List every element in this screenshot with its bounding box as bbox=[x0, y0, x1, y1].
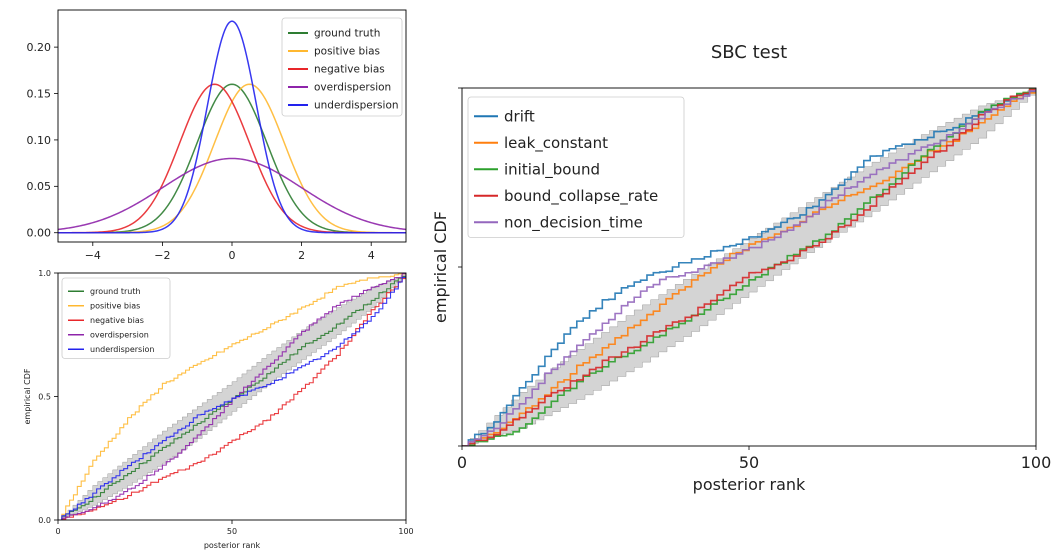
chart-3: 0 50 100 posterior rank empirical CDF SBC tes… bbox=[431, 42, 1051, 494]
series-line-drift bbox=[462, 88, 1036, 446]
legend-label: negative bias bbox=[314, 64, 385, 76]
legend-box bbox=[281, 17, 403, 117]
series-line-positive-bias bbox=[58, 273, 406, 520]
legend-label: drift bbox=[504, 108, 535, 126]
x-tick-label: 100 bbox=[398, 527, 413, 536]
series-line-underdispersion bbox=[58, 273, 406, 520]
x-tick-label: 0 bbox=[457, 453, 467, 472]
legend-label: underdispersion bbox=[90, 345, 154, 354]
x-tick-label: 4 bbox=[368, 249, 375, 262]
legend-label: non_decision_time bbox=[504, 214, 643, 233]
legend-label: overdispersion bbox=[90, 331, 149, 340]
y-tick-label: 0.00 bbox=[27, 227, 52, 240]
x-tick-label: −2 bbox=[154, 249, 170, 262]
x-tick-label: 2 bbox=[298, 249, 305, 262]
y-tick-label: 0.20 bbox=[27, 41, 52, 54]
legend-box bbox=[61, 277, 171, 359]
y-tick-label: 0.05 bbox=[27, 180, 52, 193]
legend-label: underdispersion bbox=[314, 100, 399, 112]
series-line-bound-collapse-rate bbox=[462, 88, 1036, 446]
chart-title: SBC test bbox=[711, 42, 787, 63]
y-axis-label: empirical CDF bbox=[431, 211, 450, 323]
x-axis-label: posterior rank bbox=[204, 541, 261, 550]
chart-1: −4 −2 0 2 4 0.00 0.05 0.10 0.15 0.20 ground truth p… bbox=[27, 9, 407, 262]
legend-box bbox=[467, 96, 685, 238]
series-line-non-decision-time bbox=[462, 88, 1036, 446]
x-tick-label: 100 bbox=[1021, 453, 1052, 472]
plot-area bbox=[462, 88, 1036, 446]
legend-label: bound_collapse_rate bbox=[504, 187, 658, 206]
x-tick-label: 0 bbox=[229, 249, 236, 262]
y-tick-label: 1.0 bbox=[38, 269, 51, 278]
chart-2: 0 50 100 0.0 0.5 1.0 posterior rank empirical C… bbox=[23, 269, 414, 550]
legend-label: leak_constant bbox=[504, 134, 608, 153]
y-tick-label: 0.15 bbox=[27, 87, 52, 100]
legend-label: initial_bound bbox=[504, 161, 600, 180]
series-line-overdispersion bbox=[58, 157, 406, 231]
x-tick-label: −4 bbox=[85, 249, 101, 262]
legend-label: positive bias bbox=[314, 46, 380, 58]
y-tick-label: 0.0 bbox=[38, 516, 51, 525]
legend-label: ground truth bbox=[314, 28, 380, 40]
confidence-band bbox=[58, 273, 406, 520]
x-axis-label: posterior rank bbox=[693, 475, 806, 494]
series-line-negative-bias bbox=[58, 273, 406, 520]
legend-label: ground truth bbox=[90, 287, 141, 296]
x-tick-label: 50 bbox=[227, 527, 237, 536]
legend-label: positive bias bbox=[90, 302, 140, 311]
y-axis-label: empirical CDF bbox=[23, 368, 32, 424]
x-tick-label: 0 bbox=[55, 527, 60, 536]
plot-area bbox=[58, 20, 406, 234]
plot-area bbox=[58, 273, 406, 520]
legend-label: overdispersion bbox=[314, 82, 391, 94]
series-line-underdispersion bbox=[58, 20, 406, 234]
x-tick-label: 50 bbox=[739, 453, 759, 472]
y-tick-label: 0.5 bbox=[38, 392, 51, 401]
y-tick-label: 0.10 bbox=[27, 134, 52, 147]
legend-label: negative bias bbox=[90, 316, 144, 325]
